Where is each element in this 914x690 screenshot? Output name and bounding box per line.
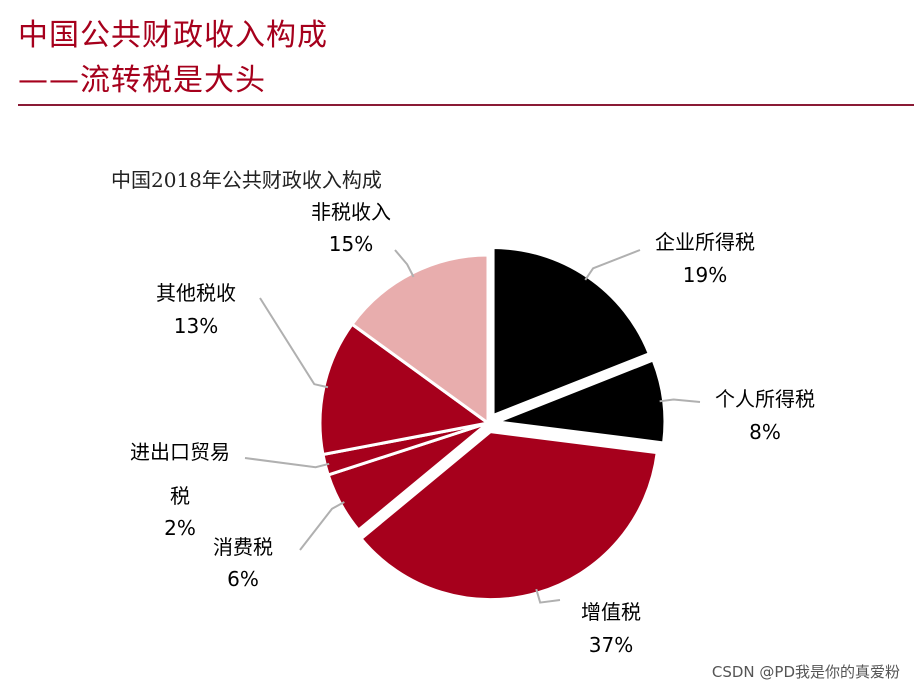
pie-slices bbox=[318, 246, 667, 602]
label-enterprise-income-tax: 企业所得税 bbox=[655, 230, 755, 254]
leader-personal-income-tax bbox=[659, 398, 701, 403]
page-subtitle: ——流转税是大头 bbox=[18, 63, 266, 98]
leader-trade-tax bbox=[244, 457, 330, 469]
value-personal-income-tax: 8% bbox=[749, 420, 781, 444]
title-divider bbox=[18, 104, 914, 106]
page-title: 中国公共财政收入构成 bbox=[18, 18, 328, 53]
label-non-tax-revenue: 非税收入 bbox=[311, 200, 391, 224]
leader-enterprise-income-tax bbox=[584, 249, 641, 281]
label-trade-tax-line1: 进出口贸易 bbox=[130, 440, 230, 464]
leader-lines bbox=[244, 249, 701, 604]
leader-other-tax bbox=[259, 297, 329, 389]
value-trade-tax: 2% bbox=[164, 516, 196, 540]
value-vat: 37% bbox=[589, 633, 633, 657]
label-trade-tax-line2: 税 bbox=[170, 484, 190, 508]
value-other-tax: 13% bbox=[174, 314, 218, 338]
label-consumption-tax: 消费税 bbox=[213, 535, 273, 559]
leader-consumption-tax bbox=[299, 501, 345, 551]
value-non-tax-revenue: 15% bbox=[329, 232, 373, 256]
leader-non-tax-revenue bbox=[394, 249, 415, 278]
label-vat: 增值税 bbox=[581, 600, 641, 624]
value-enterprise-income-tax: 19% bbox=[683, 263, 727, 287]
label-other-tax: 其他税收 bbox=[156, 281, 236, 305]
leader-vat bbox=[535, 588, 561, 604]
label-personal-income-tax: 个人所得税 bbox=[715, 387, 815, 411]
value-consumption-tax: 6% bbox=[227, 567, 259, 591]
chart-title: 中国2018年公共财政收入构成 bbox=[111, 168, 382, 192]
watermark: CSDN @PD我是你的真爱粉 bbox=[711, 663, 900, 681]
